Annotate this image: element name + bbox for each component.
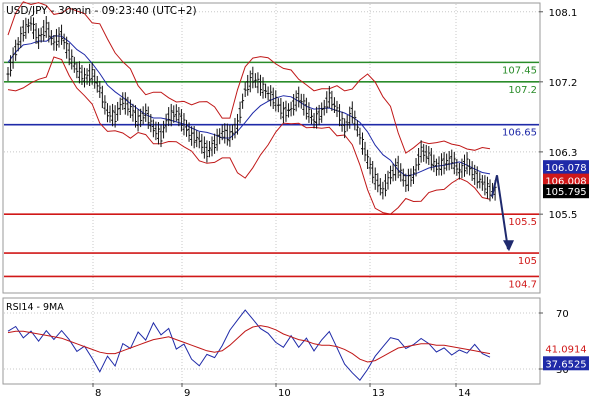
price-tag-label: 105.795 [545,187,586,198]
level-label: 104.7 [508,279,537,290]
price-tag-bg [543,160,589,175]
price-tag-label: 106.008 [545,177,586,188]
price-tag-bg [543,173,589,188]
price-panel-frame [2,2,541,294]
forecast-arrowhead [503,240,514,252]
level-label: 105 [518,256,537,267]
rsi-lines [7,309,491,381]
rsi-ma-line [7,325,491,363]
forecast-up-leg [491,175,498,198]
price-y-tick-label: 106.3 [549,148,578,159]
rsi-grid [4,299,539,383]
level-label: 106.65 [502,128,537,139]
rsi-tag-label: 37.6525 [545,359,586,370]
upper-band [7,1,491,154]
price-levels: 107.45 107.2 106.65 105.5 105 104.7 [4,61,539,290]
rsi-panel: 70 30 41.0914 37.6525 RSI14 - 9MA [2,297,590,385]
rsi-line [7,309,491,381]
rsi-value-tags: 41.0914 37.6525 [542,340,590,371]
price-y-tick-label: 108.1 [549,8,578,19]
x-tick-label: 8 [95,388,101,399]
x-tick-label: 14 [458,388,471,399]
x-tick-label: 9 [184,388,190,399]
level-label: 105.5 [508,217,537,228]
rsi-panel-frame [2,297,541,385]
price-candles [6,15,497,202]
price-panel: 107.45 107.2 106.65 105.5 105 104.7 108.1 107.… [2,1,589,294]
price-y-tick-label: 105.5 [549,210,578,221]
rsi-tag-label: 41.0914 [545,344,586,355]
forecast-line [496,175,509,250]
x-tick-label: 13 [372,388,385,399]
rsi-title: RSI14 - 9MA [6,302,64,313]
chart-title: USD/JPY - 30min - 09:23:40 (UTC+2) [6,5,197,17]
price-y-tick-label: 107.2 [549,78,578,89]
x-tick-label: 10 [278,388,291,399]
price-y-ticks: 108.1 107.2 106.3 105.5 [539,8,577,221]
forecast-arrow [491,175,514,252]
price-tag-label: 106.078 [545,163,586,174]
price-tag-bg [543,184,589,199]
x-axis-ticks: 8 9 10 13 14 [92,383,471,399]
rsi-y-tick-label: 70 [556,309,569,320]
level-label: 107.45 [502,65,537,76]
level-label: 107.2 [508,85,537,96]
rsi-y-ticks: 70 30 [539,309,569,376]
lower-band [7,56,491,215]
rsi-tag-bg [543,356,589,371]
rsi-tag-bg [542,340,590,356]
rsi-y-tick-label: 30 [556,365,569,376]
